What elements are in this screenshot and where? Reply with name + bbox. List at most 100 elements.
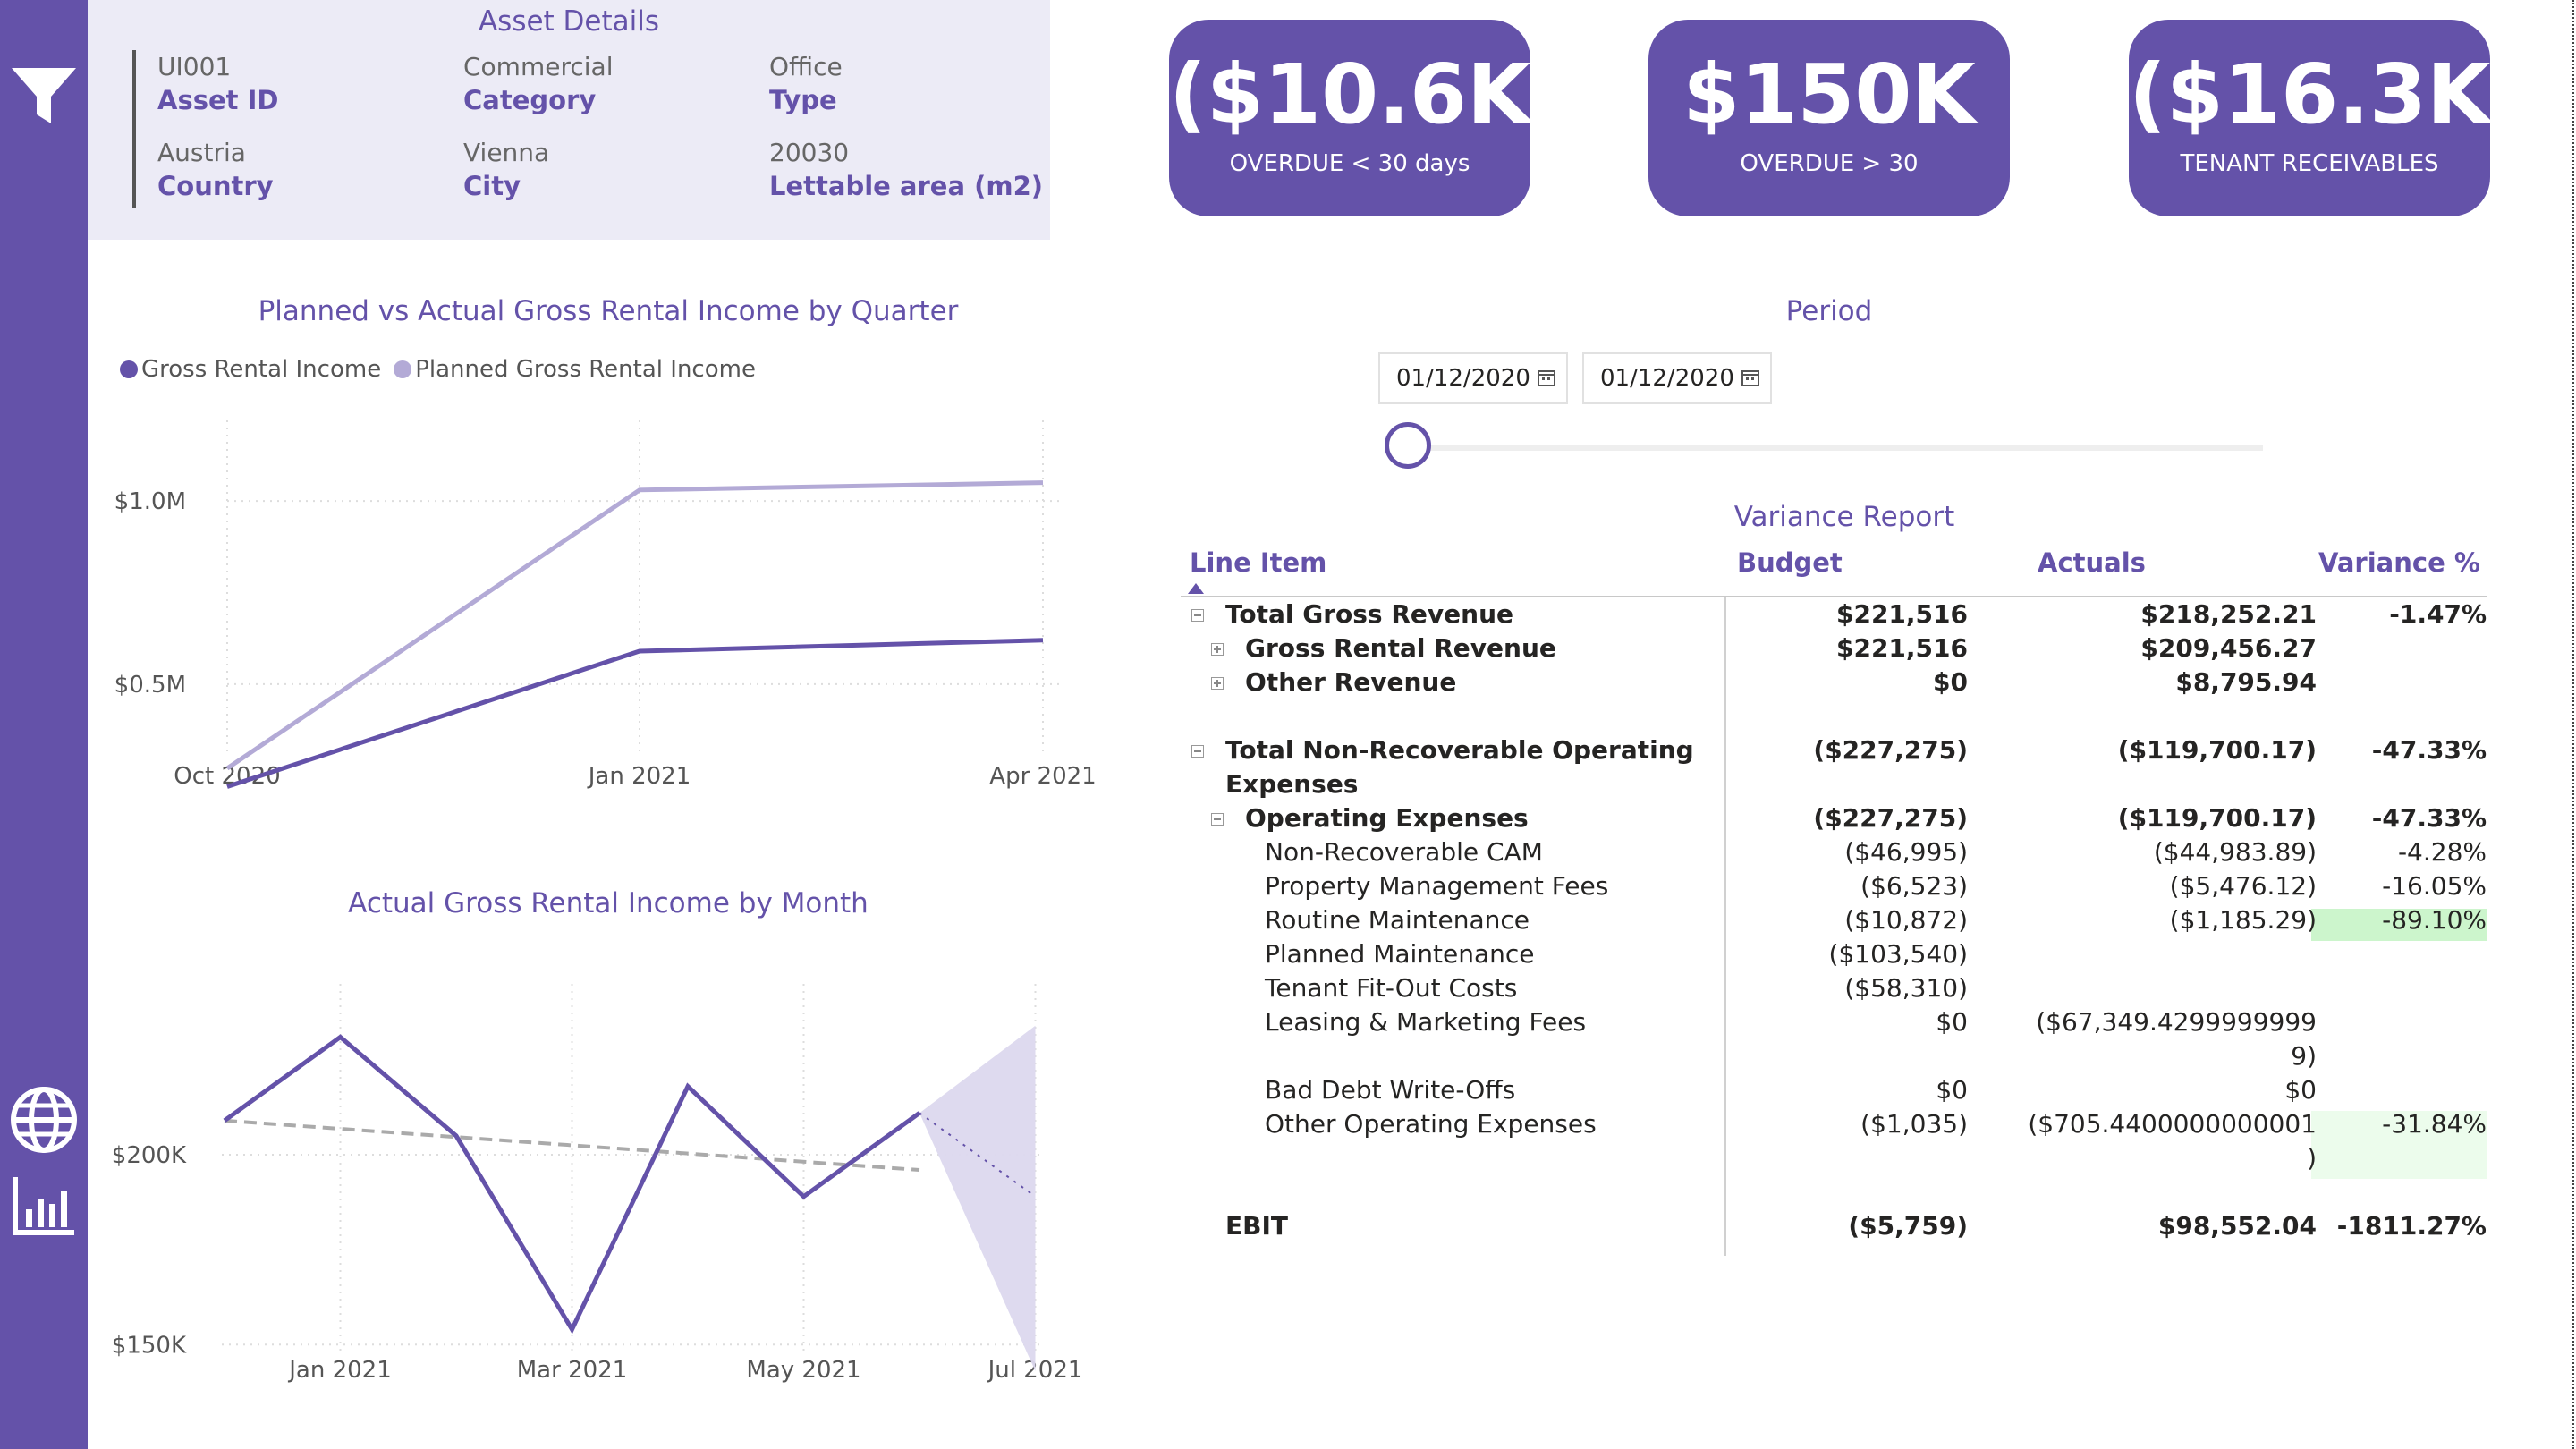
calendar-icon[interactable] [1538,369,1555,386]
filter-icon[interactable] [0,64,88,127]
collapse-icon[interactable] [1211,813,1224,826]
variance-report-table: Line Item Budget Actuals Variance % Tota… [1181,546,2487,1261]
legend-dot-planned [394,360,412,378]
row-variance: -1811.27% [2336,1211,2487,1241]
row-actuals: $0 [2284,1075,2317,1105]
legend-label: Planned Gross Rental Income [415,356,756,383]
series-line-planned-gross-rental-income [225,480,1044,771]
row-line-item: Non-Recoverable CAM [1265,837,1543,867]
row-variance: -16.05% [2382,871,2487,901]
legend-item-actual[interactable]: Gross Rental Income [120,356,381,383]
kpi-label: OVERDUE > 30 [1740,150,1919,177]
kpi-label: OVERDUE < 30 days [1229,150,1470,177]
asset-field-value: UI001 [157,52,232,81]
y-tick-label: $150K [112,1332,187,1359]
legend-item-planned[interactable]: Planned Gross Rental Income [394,356,756,383]
x-tick-label: Jan 2021 [287,1357,392,1384]
row-budget: ($103,540) [1828,939,1968,969]
period-end-date[interactable]: 01/12/2020 [1582,352,1772,404]
row-budget: ($10,872) [1844,905,1968,935]
asset-field-label: Asset ID [157,85,279,115]
column-header-variance[interactable]: Variance % [2318,547,2480,578]
expand-icon[interactable] [1211,677,1224,690]
row-line-item: Other Revenue [1245,667,1457,697]
row-budget: $0 [1936,1007,1968,1037]
column-header-actuals[interactable]: Actuals [2038,547,2146,578]
row-line-item: Leasing & Marketing Fees [1265,1007,1587,1037]
row-actuals: ($44,983.89) [2153,837,2317,867]
y-tick-label: $200K [112,1142,187,1169]
row-actuals: $8,795.94 [2175,667,2317,697]
column-header-line-item[interactable]: Line Item [1190,547,1327,578]
asset-field-city: Vienna City [463,138,549,201]
column-divider [1724,597,1726,1256]
row-budget: $221,516 [1835,599,1968,629]
row-budget: ($46,995) [1844,837,1968,867]
row-actuals: ($119,700.17) [2117,803,2317,833]
asset-field-label: Type [769,85,837,115]
row-actuals-wrap: 9) [2291,1041,2317,1071]
asset-field-label: Category [463,85,597,115]
quarter-chart-title: Planned vs Actual Gross Rental Income by… [258,295,959,327]
asset-field-label: Lettable area (m2) [769,171,1044,201]
row-line-item: EBIT [1225,1211,1288,1241]
asset-details-card: Asset Details UI001 Asset ID Commercial … [88,0,1050,240]
row-variance: -89.10% [2382,905,2487,935]
x-tick-label: Mar 2021 [517,1357,628,1384]
calendar-icon[interactable] [1741,369,1759,386]
y-tick-label: $1.0M [114,488,186,515]
asset-details-accent-bar [132,50,136,208]
series-line-actual [223,1034,921,1335]
row-actuals: $209,456.27 [2140,633,2317,663]
variance-highlight-routine-maintenance [2311,909,2487,941]
series-line-gross-rental-income [226,638,1044,789]
variance-highlight-other-operating [2311,1111,2487,1179]
collapse-icon[interactable] [1191,745,1204,758]
sort-ascending-icon[interactable] [1188,583,1204,594]
asset-field-id: UI001 Asset ID [157,52,278,115]
row-budget: ($58,310) [1844,973,1968,1003]
kpi-overdue-over-30: $150K OVERDUE > 30 [1648,20,2010,216]
row-line-item: Planned Maintenance [1265,939,1535,969]
page-edge-divider [2572,0,2574,1449]
asset-field-country: Austria Country [157,138,274,201]
column-header-budget[interactable]: Budget [1737,547,1843,578]
expand-icon[interactable] [1211,643,1224,656]
row-budget: ($6,523) [1860,871,1968,901]
asset-field-value: Vienna [463,138,550,167]
period-slider-track[interactable] [1406,445,2263,451]
row-variance: -31.84% [2382,1109,2487,1139]
row-line-item: Gross Rental Revenue [1245,633,1556,663]
forecast-band [919,1025,1036,1372]
asset-field-value: Commercial [463,52,614,81]
row-line-item: Routine Maintenance [1265,905,1530,935]
row-actuals: $98,552.04 [2157,1211,2317,1241]
row-line-item: Operating Expenses [1245,803,1529,833]
variance-report-title: Variance Report [1733,501,1955,533]
collapse-icon[interactable] [1191,609,1204,622]
row-line-item-wrap: Expenses [1225,769,1359,799]
x-tick-label: Jan 2021 [587,763,691,790]
row-variance: -47.33% [2371,735,2487,765]
asset-field-lettable-area: 20030 Lettable area (m2) [769,138,1043,201]
period-start-value: 01/12/2020 [1396,365,1530,392]
asset-field-category: Commercial Category [463,52,613,115]
row-actuals: ($705.4400000000001 [2028,1109,2317,1139]
row-actuals: ($119,700.17) [2117,735,2317,765]
asset-field-value: Austria [157,138,246,167]
row-budget: $0 [1936,1075,1968,1105]
bar-chart-icon[interactable] [0,1174,88,1238]
globe-icon[interactable] [0,1086,88,1154]
period-slider-handle[interactable] [1385,422,1431,469]
quarter-chart-legend: Gross Rental Income Planned Gross Rental… [120,356,768,383]
trend-line [224,1118,920,1173]
row-line-item: Total Non-Recoverable Operating [1225,735,1694,765]
asset-field-label: City [463,171,521,201]
month-chart-title: Actual Gross Rental Income by Month [348,887,869,919]
row-line-item: Property Management Fees [1265,871,1609,901]
kpi-value: $150K [1682,47,1976,142]
period-start-date[interactable]: 01/12/2020 [1378,352,1568,404]
period-end-value: 01/12/2020 [1600,365,1734,392]
